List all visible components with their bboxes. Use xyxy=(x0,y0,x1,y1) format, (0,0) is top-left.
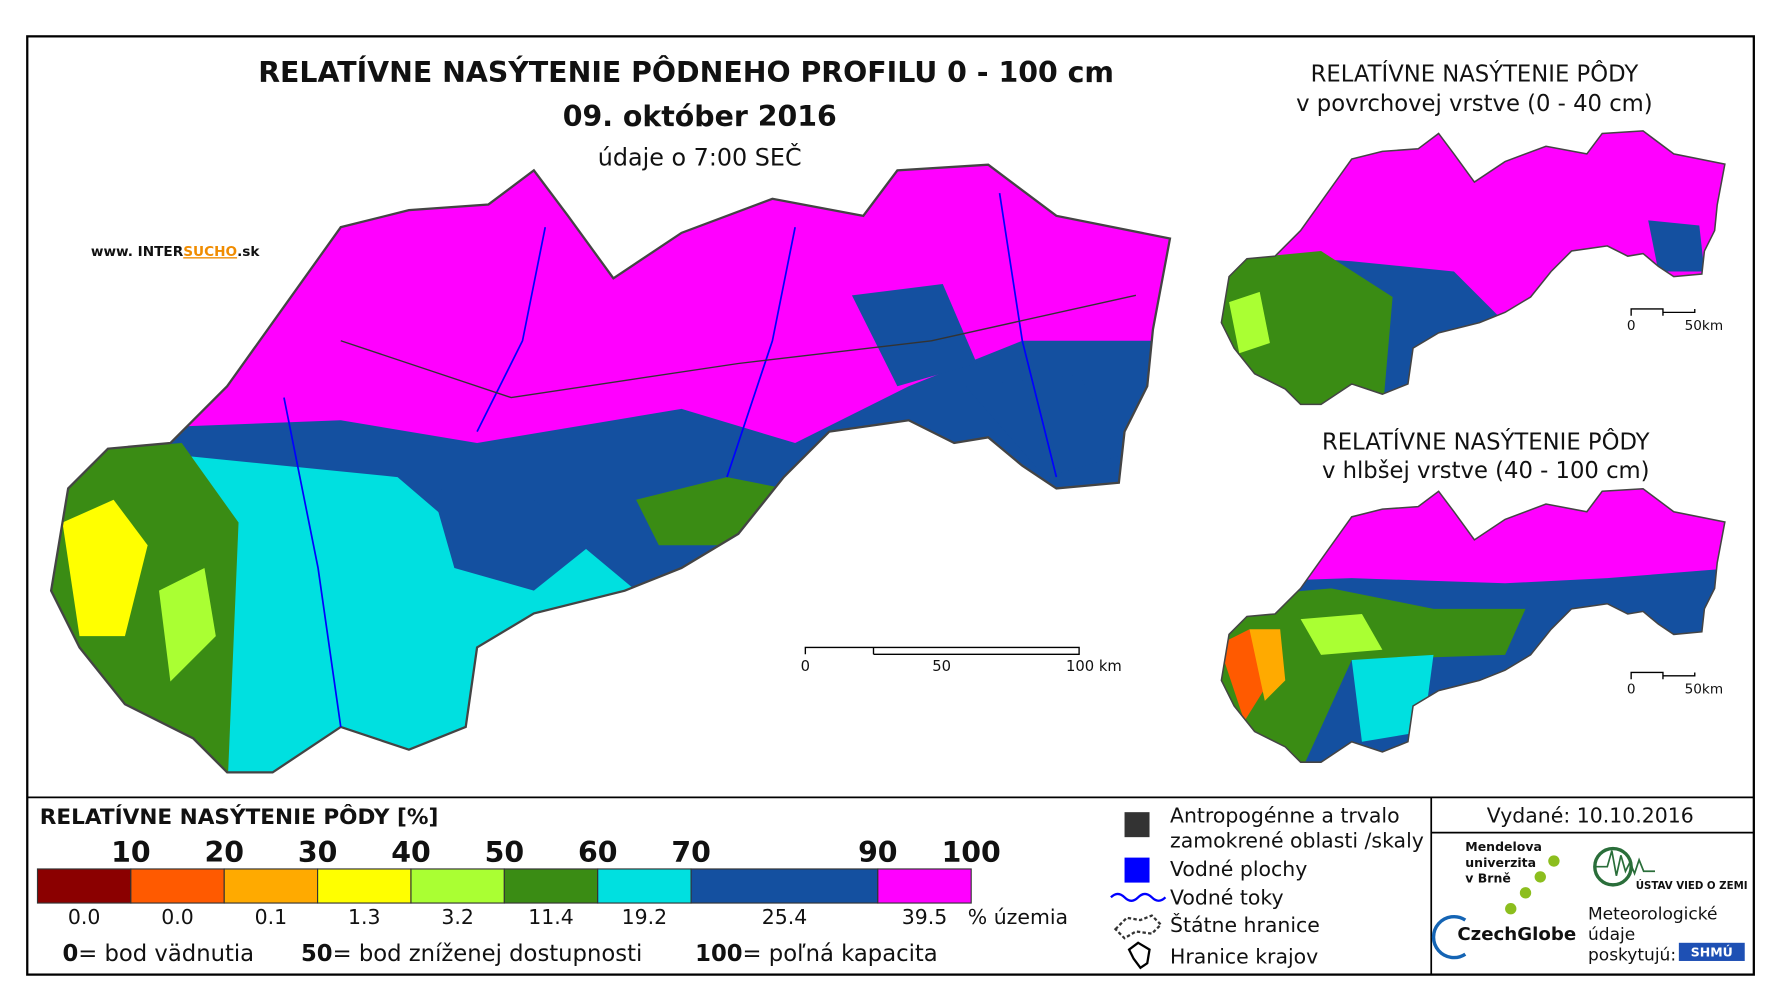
inset-title: v hlbšej vrstve (40 - 100 cm) xyxy=(1322,458,1650,484)
symbol-water xyxy=(1124,857,1150,883)
logo-text: univerzita xyxy=(1465,855,1536,870)
legend-swatch xyxy=(597,868,692,904)
legend-bound: 30 xyxy=(298,836,338,869)
legend-swatch xyxy=(223,868,319,904)
logo-text: poskytujú: xyxy=(1588,945,1676,965)
legend-share: 19.2 xyxy=(622,905,668,929)
website: www. INTERSUCHO.sk xyxy=(91,244,261,260)
symbol-river xyxy=(1110,892,1167,902)
inset-title: RELATÍVNE NASÝTENIE PÔDY xyxy=(1311,59,1639,87)
legend-share: 0.0 xyxy=(68,905,101,929)
inset-title: v povrchovej vrstve (0 - 40 cm) xyxy=(1296,91,1653,117)
legend: 0.0 0.0 0.1 1.3 3.2 11.4 19.2 25.4 39.5 10 20 30 40 5… xyxy=(36,836,1001,929)
issued: Vydané: 10.10.2016 xyxy=(1487,804,1694,828)
legend-share: 25.4 xyxy=(762,905,808,929)
logo-text: v Brně xyxy=(1465,871,1511,886)
legend-swatch xyxy=(503,868,599,904)
legend-share: 3.2 xyxy=(441,905,474,929)
symbol-region xyxy=(1127,941,1151,970)
legend-bound: 20 xyxy=(204,836,244,869)
scale-label: 0 xyxy=(801,658,810,675)
title: RELATÍVNE NASÝTENIE PÔDNEHO PROFILU 0 - … xyxy=(258,55,1114,89)
scale-label: 100 km xyxy=(1066,658,1122,675)
logo-dots xyxy=(1505,855,1560,915)
legend-bound: 70 xyxy=(671,836,711,869)
legend-swatch xyxy=(410,868,505,904)
scale-label: 50 xyxy=(932,658,951,675)
legend-unit: % územia xyxy=(968,905,1068,929)
legend-bound: 60 xyxy=(578,836,618,869)
legend-note: 100= poľná kapacita xyxy=(695,941,938,967)
symbol-label: Vodné toky xyxy=(1170,885,1284,909)
inset-scale xyxy=(1630,308,1696,680)
legend-share: 0.0 xyxy=(161,905,194,929)
legend-bound: 100 xyxy=(942,836,1001,869)
logo-text: Mendelova xyxy=(1465,839,1542,854)
inset-title: RELATÍVNE NASÝTENIE PÔDY xyxy=(1322,428,1650,456)
main-scale xyxy=(804,646,1080,655)
logo-arc xyxy=(1431,914,1467,960)
legend-bound: 50 xyxy=(485,836,525,869)
legend-swatch xyxy=(36,868,132,904)
symbol-label: Štátne hranice xyxy=(1170,912,1320,937)
legend-swatch xyxy=(690,868,879,904)
logo-shmu xyxy=(1678,942,1745,961)
legend-note: 50= bod zníženej dostupnosti xyxy=(301,941,642,967)
logo-seismo xyxy=(1595,850,1656,876)
legend-share: 39.5 xyxy=(902,905,948,929)
symbol-label: Vodné plochy xyxy=(1170,857,1307,881)
scale-label: 0 xyxy=(1627,681,1636,697)
legend-share: 11.4 xyxy=(528,905,574,929)
scale-label: 50km xyxy=(1685,318,1724,334)
logo-text: údaje xyxy=(1588,925,1635,945)
legend-swatch xyxy=(317,868,412,904)
symbol-anthropogenic xyxy=(1124,812,1150,838)
symbol-label: Hranice krajov xyxy=(1170,945,1318,969)
legend-bound: 10 xyxy=(111,836,150,869)
legend-bound: 90 xyxy=(858,836,898,869)
logo-text: SHMÚ xyxy=(1691,945,1733,960)
legend-swatch xyxy=(130,868,225,904)
logo-text: Meteorologické xyxy=(1588,904,1717,924)
scale-label: 50km xyxy=(1685,681,1724,697)
legend-bound: 40 xyxy=(391,836,431,869)
legend-note: 0= bod vädnutia xyxy=(62,941,254,967)
legend-share: 0.1 xyxy=(255,905,288,929)
logo-text: ÚSTAV VIED O ZEMI xyxy=(1636,879,1748,892)
symbol-label: zamokrené oblasti /skaly xyxy=(1170,829,1424,853)
time-note: údaje o 7:00 SEČ xyxy=(598,144,802,172)
scale-label: 0 xyxy=(1627,318,1636,334)
legend-title: RELATÍVNE NASÝTENIE PÔDY [%] xyxy=(40,804,439,830)
date: 09. október 2016 xyxy=(563,100,837,133)
symbol-border xyxy=(1113,914,1163,940)
legend-swatch xyxy=(877,868,972,904)
legend-share: 1.3 xyxy=(348,905,381,929)
symbol-label: Antropogénne a trvalo xyxy=(1170,804,1400,828)
logo-text: CzechGlobe xyxy=(1457,924,1576,945)
